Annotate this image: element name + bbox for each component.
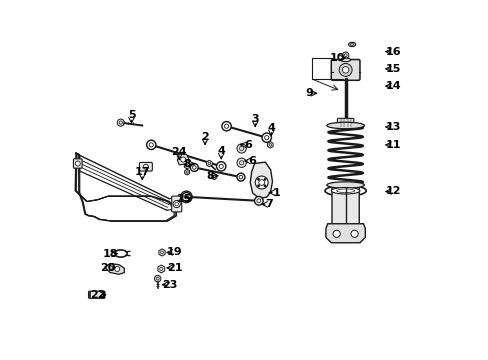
Text: 14: 14 [385,81,400,91]
Text: 6: 6 [248,156,256,166]
FancyBboxPatch shape [73,159,82,168]
Text: 4: 4 [267,123,275,133]
FancyBboxPatch shape [139,162,152,171]
FancyBboxPatch shape [171,196,182,212]
Circle shape [180,191,192,203]
Circle shape [342,67,348,73]
Text: 16: 16 [385,46,400,57]
Circle shape [264,178,265,180]
Circle shape [117,119,124,126]
Text: 12: 12 [385,186,400,197]
Text: 22: 22 [90,290,106,300]
Text: 25: 25 [176,194,191,204]
Circle shape [254,197,263,205]
Circle shape [216,162,225,171]
Circle shape [339,63,351,76]
Text: 7: 7 [265,199,273,210]
Circle shape [143,164,148,169]
Text: 5: 5 [127,111,135,121]
Text: 1: 1 [272,188,280,198]
Circle shape [342,52,348,58]
Text: 19: 19 [166,247,182,257]
Text: 11: 11 [385,140,400,150]
Text: 4: 4 [217,146,224,156]
Circle shape [237,158,246,167]
Circle shape [332,230,340,237]
Polygon shape [325,224,365,243]
Text: 17: 17 [134,167,150,177]
Circle shape [237,173,244,181]
Circle shape [180,157,185,162]
FancyBboxPatch shape [337,118,353,129]
Circle shape [190,163,198,171]
FancyBboxPatch shape [331,183,359,228]
Circle shape [173,201,180,208]
FancyBboxPatch shape [88,291,105,298]
Text: 8: 8 [183,159,191,169]
Ellipse shape [325,185,366,196]
Ellipse shape [348,42,355,46]
Circle shape [75,161,80,166]
Text: 9: 9 [305,88,312,98]
Circle shape [255,176,267,189]
Text: 6: 6 [244,140,251,150]
Text: 15: 15 [385,64,400,74]
Polygon shape [250,162,272,199]
Text: 8: 8 [206,171,214,181]
Ellipse shape [326,122,364,129]
Polygon shape [177,154,188,165]
Text: 10: 10 [329,53,345,63]
Circle shape [257,178,259,180]
Circle shape [182,193,190,201]
Text: 3: 3 [251,114,259,124]
Ellipse shape [326,182,364,188]
Polygon shape [104,264,124,274]
Text: 20: 20 [100,263,115,273]
Text: 2: 2 [201,132,208,142]
Text: 24: 24 [171,147,187,157]
Circle shape [237,144,246,153]
Circle shape [154,275,161,282]
Ellipse shape [340,58,350,62]
Circle shape [264,185,265,187]
Circle shape [146,140,156,149]
Circle shape [262,133,271,142]
Text: 18: 18 [102,248,118,258]
Circle shape [115,266,120,271]
Circle shape [257,185,259,187]
Text: 21: 21 [166,263,182,273]
Text: 23: 23 [162,280,177,290]
Circle shape [350,230,357,237]
FancyBboxPatch shape [330,59,359,80]
Text: 13: 13 [385,122,400,132]
Circle shape [222,122,231,131]
Ellipse shape [330,188,359,194]
